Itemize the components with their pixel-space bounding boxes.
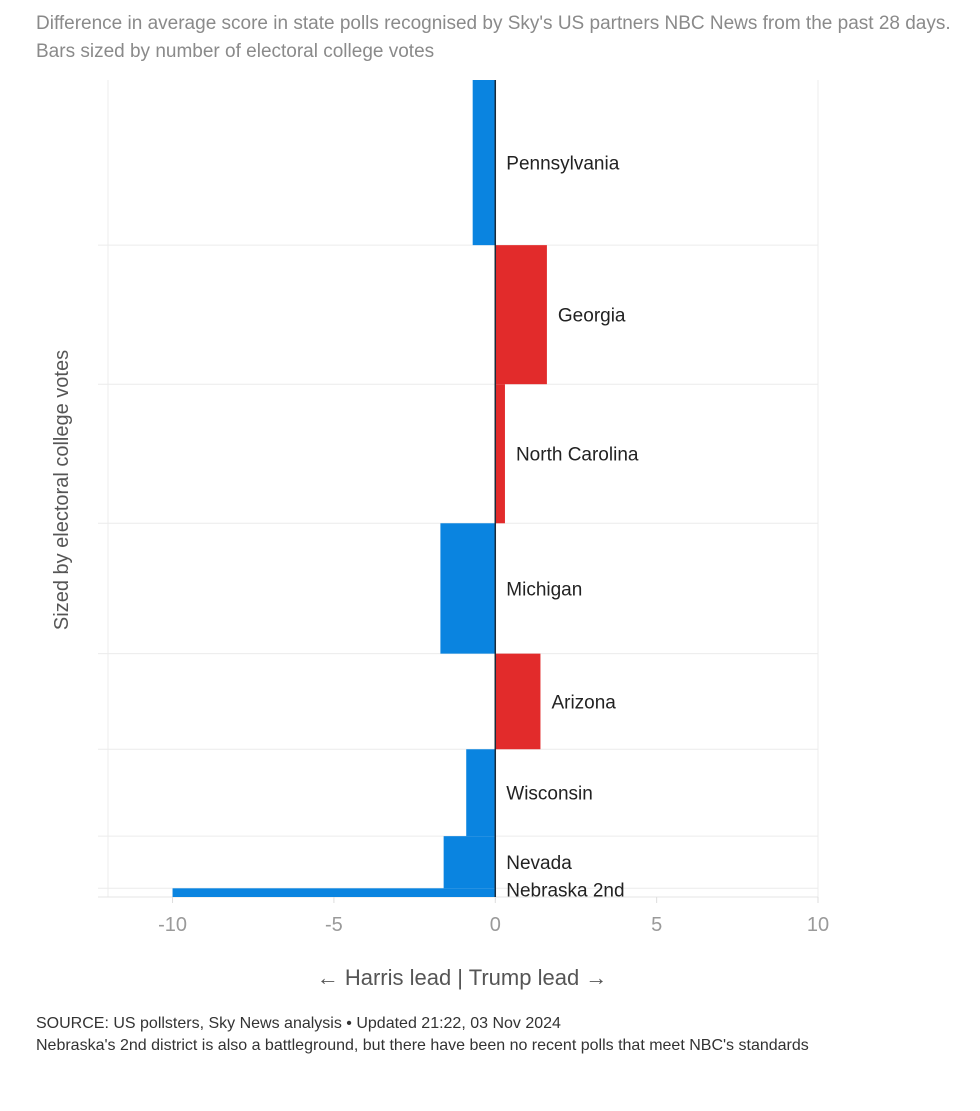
bar-label: Nebraska 2nd <box>506 881 624 902</box>
bar-nevada <box>443 836 496 889</box>
bar-michigan <box>440 523 496 654</box>
bar-label: Wisconsin <box>506 784 593 805</box>
source-note: SOURCE: US pollsters, Sky News analysis … <box>36 1015 561 1032</box>
x-tick-label: 5 <box>651 914 662 936</box>
bar-label: Pennsylvania <box>506 154 619 175</box>
bar-pennsylvania <box>472 80 496 246</box>
bar-label: Nevada <box>506 853 572 874</box>
bar-chart: Pennsylvania Georgia North Carolina Michiga… <box>51 80 829 990</box>
bar-nebraska-2nd <box>172 888 496 897</box>
bar-georgia <box>495 245 547 385</box>
bar-wisconsin <box>466 749 496 837</box>
bar-label: North Carolina <box>516 445 639 466</box>
bar-label: Arizona <box>551 692 616 713</box>
x-tick-labels: -10 -5 0 5 10 <box>158 914 829 936</box>
bars <box>172 80 547 897</box>
footer: SOURCE: US pollsters, Sky News analysis … <box>36 1013 956 1057</box>
y-axis-label: Sized by electoral college votes <box>51 350 73 630</box>
x-tick-label: -10 <box>158 914 187 936</box>
bar-arizona <box>495 653 541 750</box>
x-axis-label: ← Harris lead | Trump lead → <box>317 965 608 990</box>
bar-label: Georgia <box>558 306 626 327</box>
bar-north-carolina <box>495 384 505 524</box>
x-tick-label: -5 <box>325 914 343 936</box>
gridlines <box>98 80 819 903</box>
x-tick-label: 10 <box>807 914 829 936</box>
nebraska-note: Nebraska's 2nd district is also a battle… <box>36 1037 809 1054</box>
bar-label: Michigan <box>506 579 582 600</box>
chart-subtitle: Difference in average score in state pol… <box>36 13 951 62</box>
bar-labels: Pennsylvania Georgia North Carolina Michiga… <box>506 154 639 902</box>
x-tick-label: 0 <box>490 914 501 936</box>
